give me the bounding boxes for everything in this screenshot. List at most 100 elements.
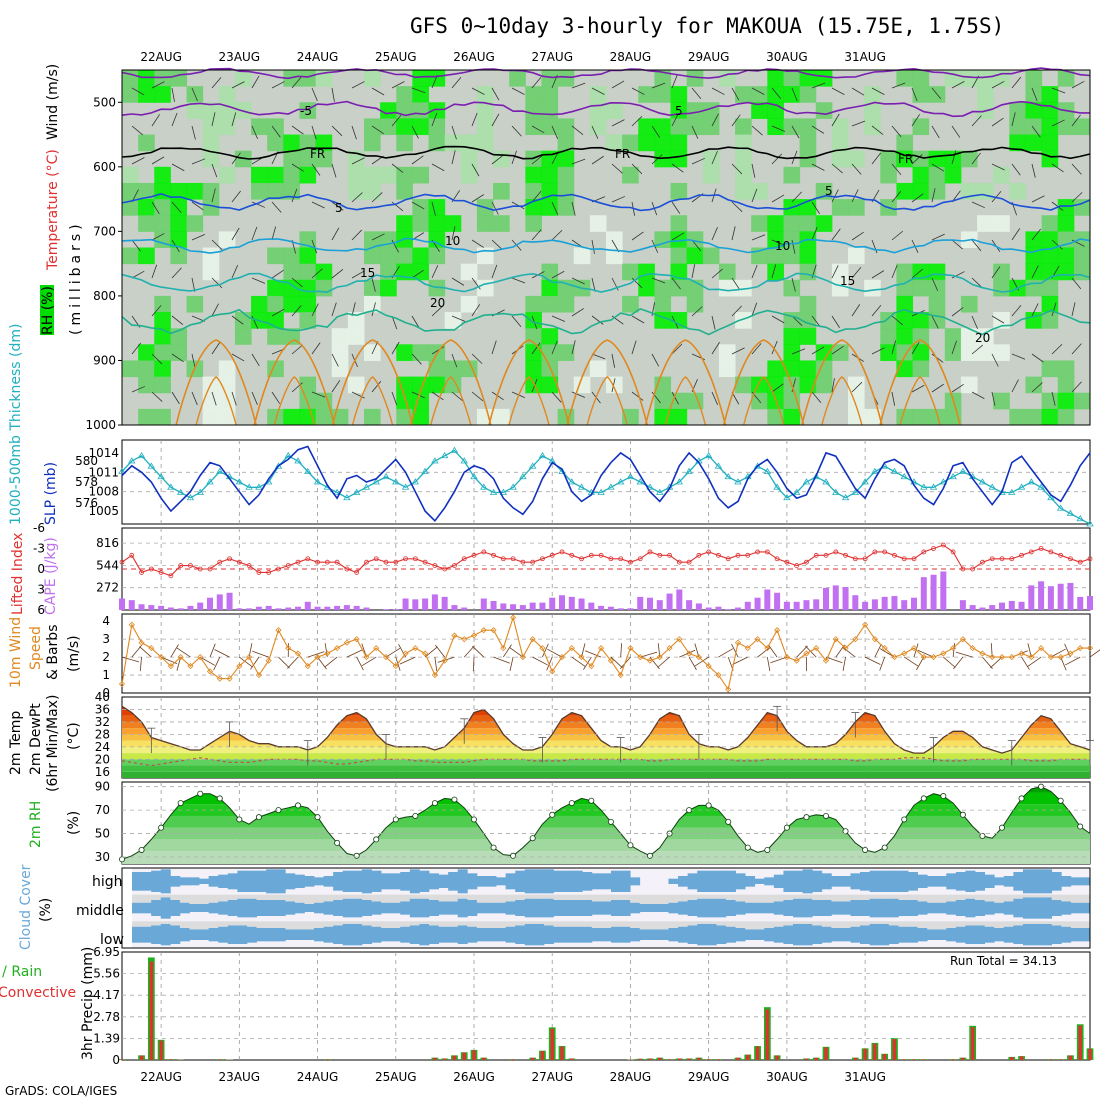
- cloud-gap: [515, 921, 526, 926]
- cape-bar: [255, 606, 262, 610]
- wind-barb: [311, 268, 323, 279]
- rh-shade-cell: [186, 102, 204, 119]
- wind-barb: [911, 114, 921, 127]
- cloud-cell: [361, 900, 372, 916]
- rh-shade-cell: [977, 70, 994, 87]
- cloud-gap: [227, 894, 238, 900]
- wind-barb: [951, 340, 957, 355]
- wind-barb: [631, 391, 644, 401]
- cloud-cell: [333, 925, 344, 944]
- thickness-point: [137, 451, 146, 459]
- cloud-cell: [793, 924, 803, 946]
- cloud-cell: [591, 928, 602, 942]
- wind10-point: [578, 654, 585, 661]
- rh-shade-cell: [977, 328, 994, 345]
- wind-barb: [271, 125, 281, 138]
- cloud-cell: [256, 870, 267, 892]
- cloud-gap: [428, 894, 439, 900]
- rh-shade-cell: [299, 70, 317, 87]
- wind10-barb: [472, 657, 475, 672]
- wind-barb: [951, 271, 965, 279]
- cloud-cell: [1080, 902, 1091, 914]
- cape-bar: [431, 594, 438, 610]
- wind10-barb: [916, 656, 925, 671]
- cloud-gap: [793, 894, 803, 899]
- wind-barb: [1011, 163, 1021, 176]
- rh-shade-cell: [718, 360, 736, 378]
- thickness-point: [1086, 520, 1094, 527]
- wind-barb: [751, 87, 765, 95]
- wind10-barb: [278, 656, 290, 669]
- rh-shade-cell: [912, 279, 930, 297]
- cloud-cell: [1042, 897, 1053, 919]
- cloud-cell: [314, 877, 324, 886]
- rh-shade-cell: [993, 344, 1010, 361]
- precip-tick-label: 5.56: [93, 967, 120, 981]
- cloud-cell: [649, 929, 660, 940]
- rh-shade-cell: [154, 86, 171, 103]
- cloud-cell: [888, 898, 899, 918]
- cloud-cell: [907, 872, 918, 891]
- rh-shade-cell: [476, 118, 494, 136]
- rh-shade-cell: [525, 182, 542, 200]
- wind10-barb: [139, 646, 152, 658]
- rh-shade-cell: [315, 150, 333, 168]
- wind10-point: [441, 657, 448, 664]
- wind-label: Wind (m/s): [45, 64, 61, 140]
- wind-barb: [371, 277, 376, 292]
- wind10-barb: [509, 657, 514, 671]
- cloud-gap: [620, 894, 631, 900]
- cloud-cell: [448, 872, 459, 891]
- cloud-gap: [218, 894, 229, 902]
- cloud-cell: [994, 877, 1005, 886]
- wind-barb: [471, 112, 478, 127]
- cloud-gap: [237, 894, 248, 899]
- cape-bar: [1067, 582, 1074, 610]
- li-tick-label: 0: [37, 562, 45, 576]
- rh-shade-cell: [122, 166, 139, 184]
- rh-shade-cell: [1057, 408, 1075, 426]
- cloud-cell: [668, 928, 679, 942]
- lifted-index-point: [452, 563, 457, 568]
- rh-shade-cell: [912, 150, 930, 168]
- rh-shade-cell: [428, 376, 446, 394]
- wind-barb: [931, 87, 942, 100]
- wind10-point: [343, 639, 350, 646]
- thickness-point: [577, 483, 586, 490]
- wind-barb: [951, 307, 964, 317]
- cape-bar: [324, 606, 331, 610]
- wind-barb: [311, 87, 318, 102]
- wind-barb: [331, 125, 343, 137]
- cloud-gap: [764, 894, 775, 903]
- wind-barb: [571, 308, 585, 317]
- rh-shade-cell: [428, 231, 446, 248]
- cloud-gap: [1070, 894, 1081, 903]
- precip-convective-bar: [736, 1057, 740, 1060]
- wind10-point: [764, 645, 771, 652]
- cloud-cell: [543, 925, 554, 944]
- wind-barb: [531, 154, 544, 165]
- cloud-cell: [409, 898, 420, 918]
- thickness-point: [528, 462, 537, 469]
- rh-shade-cell: [928, 150, 946, 168]
- cloud-cell: [716, 898, 727, 918]
- lifted-index-point: [804, 559, 809, 565]
- bottom-date-label: 27AUG: [531, 1070, 573, 1084]
- cloud-gap: [390, 894, 401, 903]
- thickness-label: 1000-500mb Thickness (dm): [8, 324, 24, 525]
- wind-barb: [1011, 305, 1022, 317]
- rh-shade-cell: [170, 247, 188, 265]
- cloud-cell: [515, 925, 526, 944]
- rh-shade-cell: [138, 247, 155, 265]
- cape-bar: [568, 596, 575, 610]
- rh-shade-cell: [1041, 279, 1059, 297]
- rh-shade-cell: [718, 279, 736, 297]
- rh-shade-cell: [364, 166, 381, 184]
- cloud-gap: [840, 894, 851, 902]
- rh-shade-cell: [606, 102, 623, 119]
- top-date-label: 30AUG: [766, 50, 808, 64]
- wind10-barb: [768, 644, 778, 658]
- wind-barb: [271, 308, 285, 317]
